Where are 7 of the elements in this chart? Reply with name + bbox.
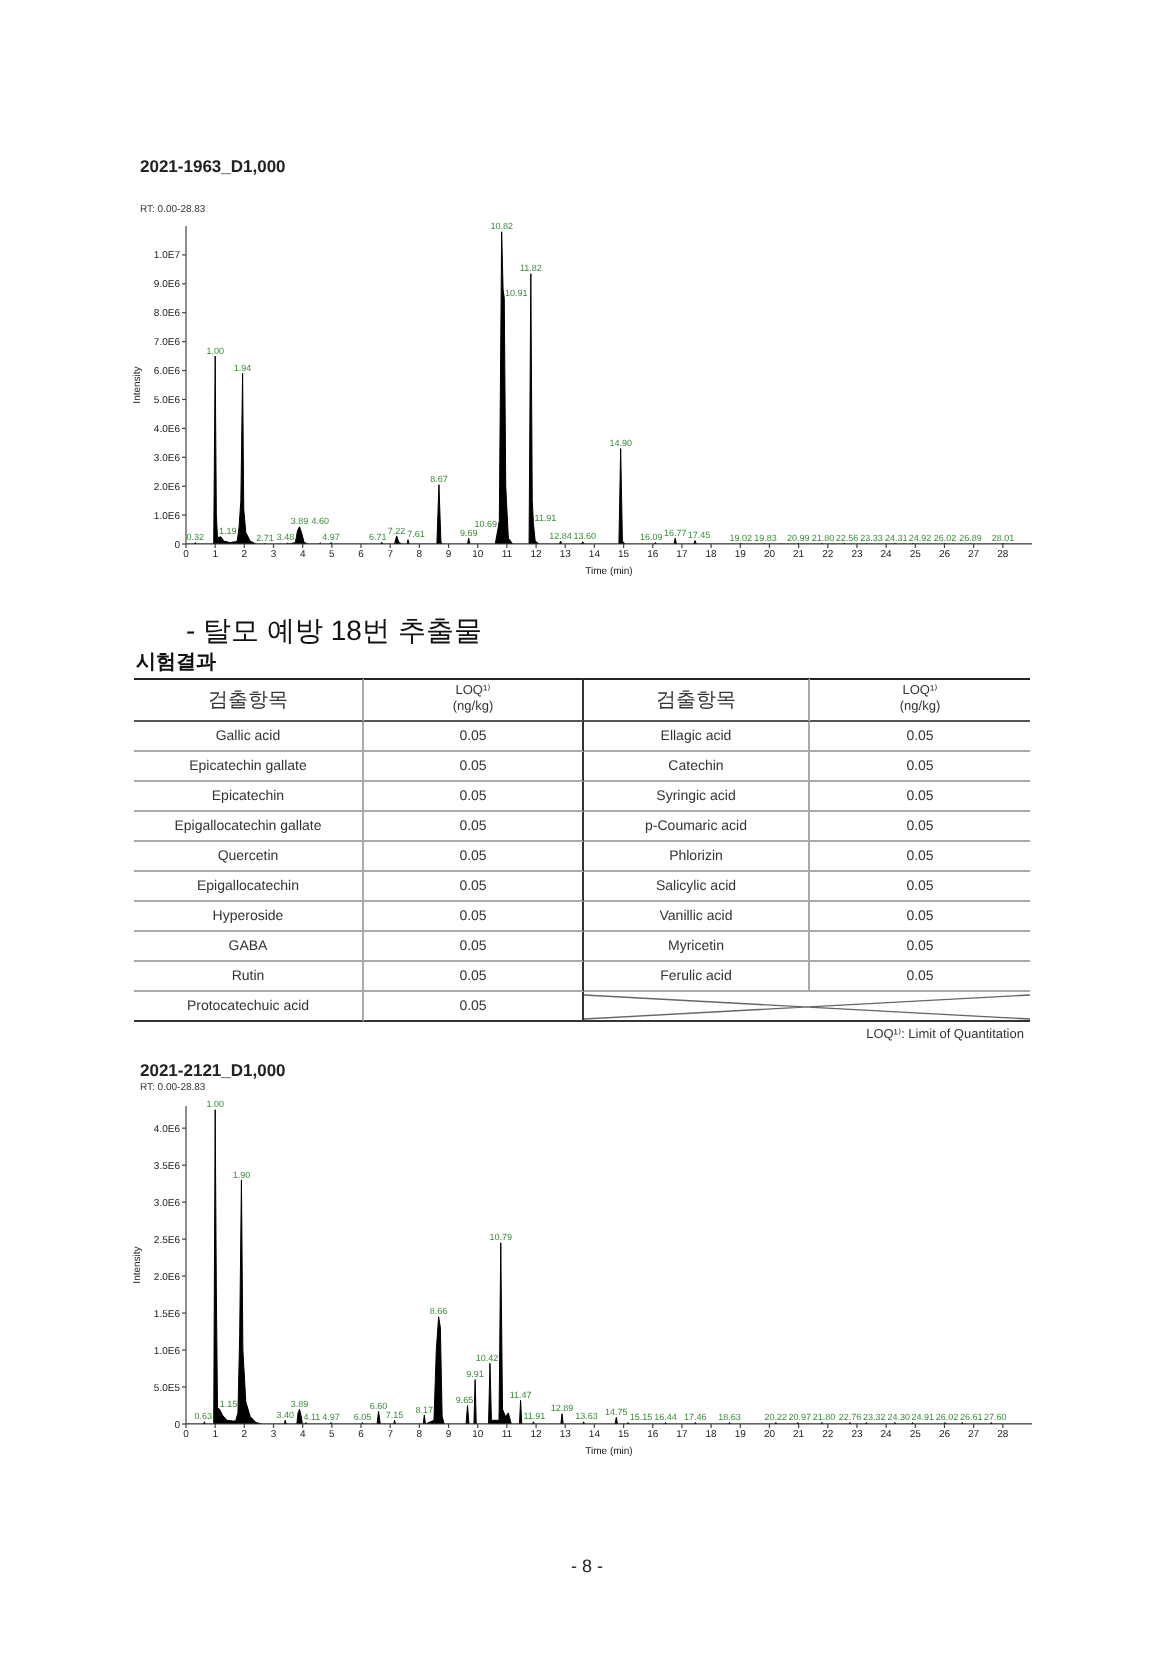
- chart-title: 2021-1963_D1,000: [140, 156, 286, 176]
- text: 검출항목: [208, 688, 288, 714]
- text: - 탈모 예방 18번 추출물: [186, 612, 482, 648]
- chart-title: 2021-2121_D1,000: [140, 1060, 286, 1080]
- text: - 8 -: [570, 1556, 604, 1578]
- text: 검출항목: [656, 690, 736, 712]
- text: 시험결과: [136, 652, 216, 676]
